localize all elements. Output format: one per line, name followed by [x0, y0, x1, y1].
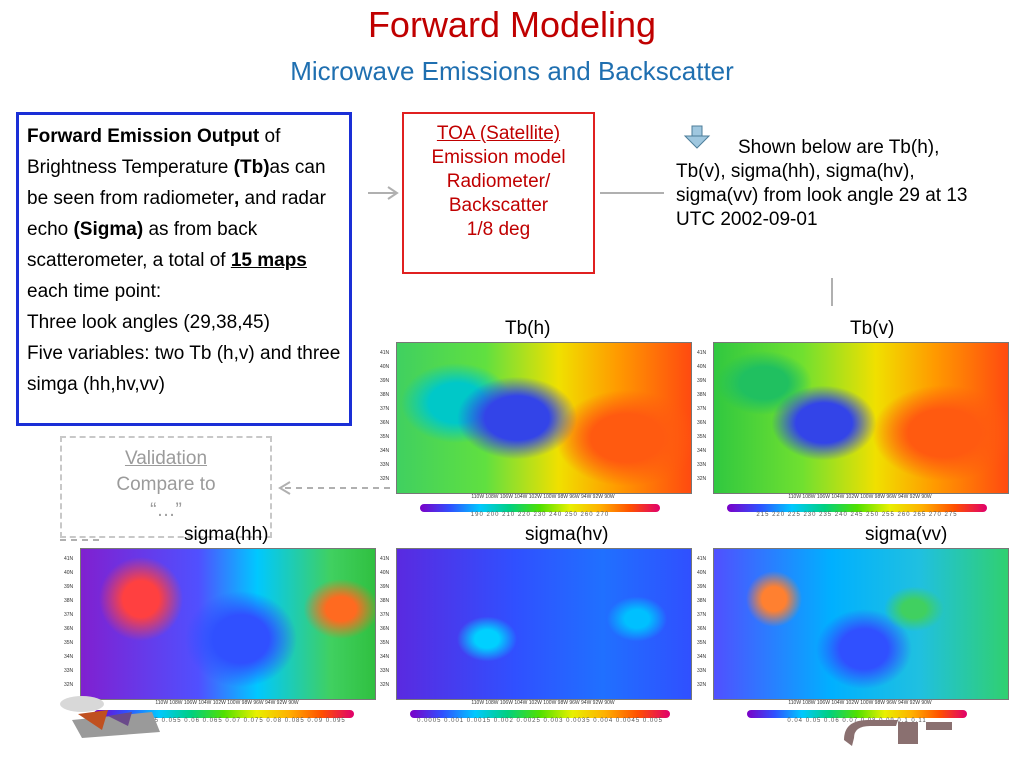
map-image-sigma-hh — [80, 548, 376, 700]
output-text-3: and radar echo — [27, 188, 326, 240]
map-label-sigma-vv: sigma(vv) — [865, 524, 948, 545]
output-comma: , — [234, 188, 240, 209]
toa-line-3: Backscatter — [448, 195, 549, 216]
colorbar — [410, 710, 670, 718]
sigma-term: (Sigma) — [73, 219, 144, 240]
lat-axis: 41N 40N 39N 38N 37N 36N 35N 34N 33N 32N — [380, 350, 390, 482]
colorbar — [94, 710, 354, 718]
logo-left-icon — [60, 696, 160, 738]
validation-box: Validation Compare to “…” — [60, 436, 272, 538]
map-label-sigma-hv: sigma(hv) — [525, 524, 609, 545]
validation-title: Validation — [124, 448, 208, 469]
validation-line-2: “…” — [150, 500, 182, 521]
map-label-tb-v: Tb(v) — [850, 318, 895, 339]
map-panel-sigma-hh: 41N 40N 39N 38N 37N 36N 35N 34N 33N 32N 110W 108W… — [64, 548, 376, 726]
colorbar-ticks: 0.0005 0.001 0.0015 0.002 0.0025 0.003 0… — [417, 718, 663, 724]
toa-line-1: Emission model — [431, 147, 566, 168]
lon-axis: 110W 108W 106W 104W 102W 100W 98W 96W 94… — [155, 700, 299, 706]
lon-axis: 110W 108W 106W 104W 102W 100W 98W 96W 94… — [471, 700, 615, 706]
lon-axis: 110W 108W 106W 104W 102W 100W 98W 96W 94… — [788, 700, 932, 706]
toa-line-4: 1/8 deg — [466, 219, 531, 240]
toa-line-2: Radiometer/ — [446, 171, 551, 192]
map-image-tb-h — [396, 342, 692, 494]
logo-right-icon — [844, 720, 952, 746]
lon-axis: 110W 108W 106W 104W 102W 100W 98W 96W 94… — [471, 494, 615, 500]
lat-axis: 41N 40N 39N 38N 37N 36N 35N 34N 33N 32N — [697, 556, 707, 688]
map-panel-tb-h: 41N 40N 39N 38N 37N 36N 35N 34N 33N 32N 110W 108W… — [380, 342, 692, 520]
lat-axis: 41N 40N 39N 38N 37N 36N 35N 34N 33N 32N — [380, 556, 390, 688]
colorbar-ticks: 0.04 0.045 0.05 0.055 0.06 0.065 0.07 0.… — [102, 718, 346, 724]
toa-satellite-box: TOA (Satellite) Emission model Radiomete… — [402, 112, 595, 274]
toa-title: TOA (Satellite) — [436, 123, 561, 144]
lat-axis: 41N 40N 39N 38N 37N 36N 35N 34N 33N 32N — [697, 350, 707, 482]
map-image-sigma-vv — [713, 548, 1009, 700]
output-text-2: as can be seen from radiometer — [27, 157, 326, 209]
output-text-5: each time point: — [27, 281, 162, 302]
map-image-sigma-hv — [396, 548, 692, 700]
colorbar-ticks: 215 220 225 230 235 240 245 250 255 260 … — [756, 512, 958, 518]
map-image-tb-v — [713, 342, 1009, 494]
map-count: 15 maps — [230, 250, 307, 271]
validation-line-1: Compare to — [116, 474, 216, 495]
look-angles-line: Three look angles (29,38,45) — [27, 312, 270, 333]
map-panel-sigma-vv: 41N 40N 39N 38N 37N 36N 35N 34N 33N 32N 110W 108W… — [697, 548, 1009, 726]
map-panel-sigma-hv: 41N 40N 39N 38N 37N 36N 35N 34N 33N 32N 110W 108W… — [380, 548, 692, 726]
output-heading: Forward Emission Output — [27, 126, 260, 147]
colorbar-ticks: 190 200 210 220 230 240 250 260 270 — [470, 512, 610, 518]
page-subtitle: Microwave Emissions and Backscatter — [290, 56, 734, 86]
colorbar — [727, 504, 987, 512]
output-text-4: as from back scatterometer, a total of — [27, 219, 258, 271]
forward-emission-output-box: Forward Emission Output of Brightness Te… — [16, 112, 352, 426]
colorbar — [747, 710, 967, 718]
map-panel-tb-v: 41N 40N 39N 38N 37N 36N 35N 34N 33N 32N 110W 108W… — [697, 342, 1009, 520]
variables-line: Five variables: two Tb (h,v) and three s… — [27, 343, 341, 395]
tb-term: (Tb) — [233, 157, 270, 178]
colorbar — [420, 504, 660, 512]
lon-axis: 110W 108W 106W 104W 102W 100W 98W 96W 94… — [788, 494, 932, 500]
output-text-1: of Brightness Temperature — [27, 126, 281, 178]
shown-below-text: Shown below are Tb(h), Tb(v), sigma(hh),… — [676, 137, 968, 230]
lat-axis: 41N 40N 39N 38N 37N 36N 35N 34N 33N 32N — [64, 556, 74, 688]
colorbar-ticks: 0.04 0.05 0.06 0.07 0.08 0.09 0.1 0.11 — [787, 718, 927, 724]
page-title: Forward Modeling — [367, 4, 657, 45]
map-label-sigma-hh: sigma(hh) — [184, 524, 269, 545]
map-label-tb-h: Tb(h) — [505, 318, 551, 339]
